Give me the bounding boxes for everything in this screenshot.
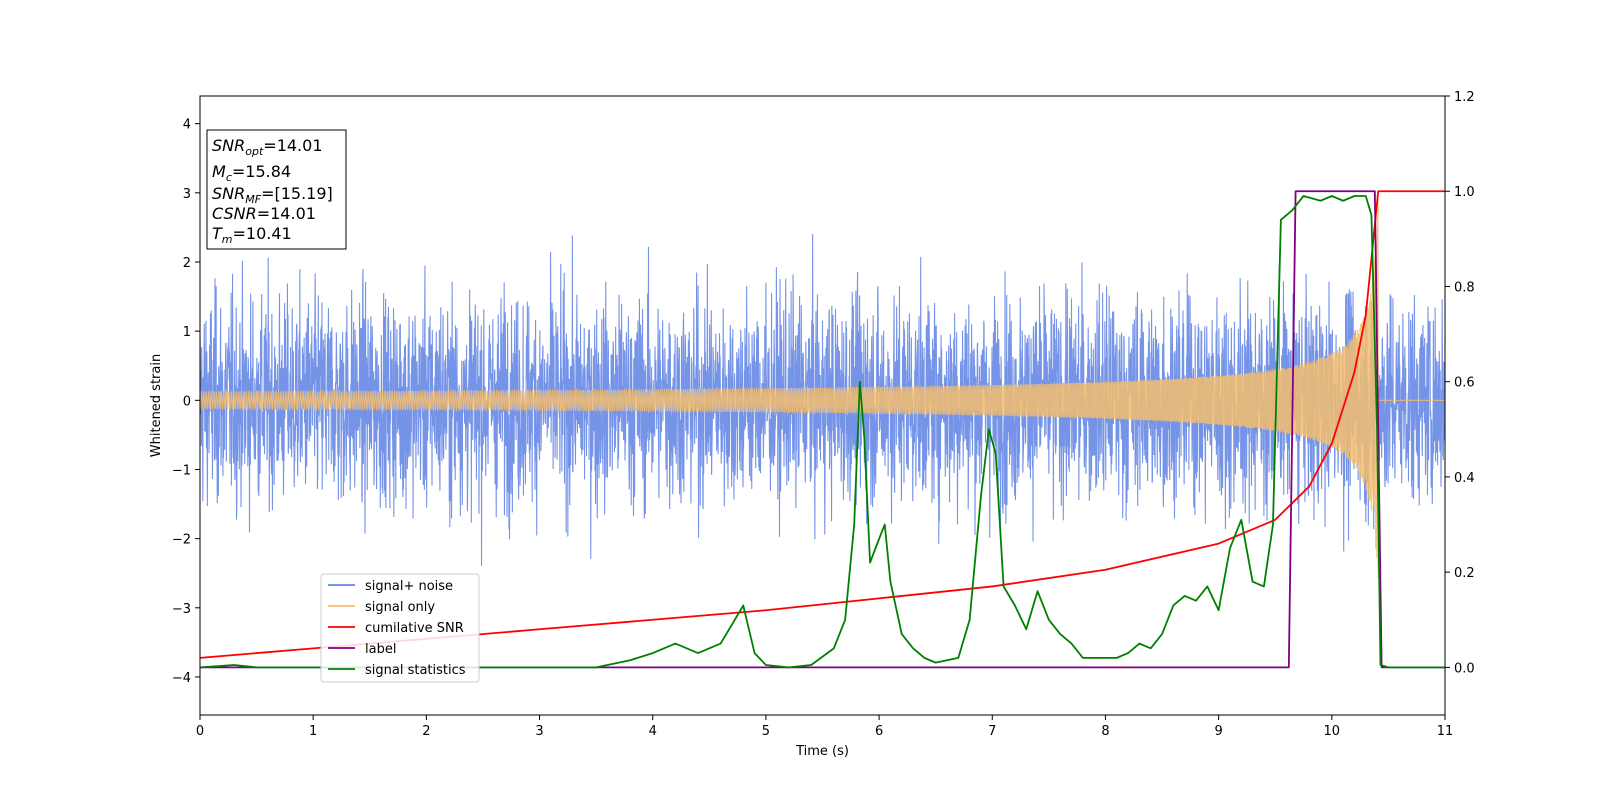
- y-right-tick-label: 0.8: [1454, 280, 1475, 295]
- x-axis-label: Time (s): [795, 744, 849, 759]
- signal-only-series: [200, 198, 1445, 579]
- legend-label: signal only: [365, 600, 435, 615]
- legend-frame: [320, 573, 480, 683]
- y-left-tick-label: 0: [183, 394, 191, 409]
- x-tick-label: 3: [535, 724, 543, 739]
- y-left-tick-label: −4: [172, 671, 191, 686]
- series-line-2: [200, 190, 1445, 659]
- x-tick-label: 4: [649, 724, 657, 739]
- annotation-subscript: opt: [245, 145, 264, 158]
- annotation-box: SNRopt=14.01Mc=15.84SNRMF=[15.19]CSNR=14…: [206, 129, 347, 250]
- annotation-frame: [206, 129, 347, 250]
- annotation-value: =14.01: [263, 136, 322, 155]
- annotation-line: SNRMF=[15.19]: [212, 184, 333, 206]
- x-tick-label: 5: [762, 724, 770, 739]
- y-axis-label: Whitened strain: [149, 354, 164, 457]
- x-tick-label: 1: [309, 724, 317, 739]
- legend-label: cumilative SNR: [365, 621, 464, 636]
- y-right-tick-label: 1.2: [1454, 90, 1475, 105]
- x-tick-label: 9: [1214, 724, 1222, 739]
- annotation-symbol: SNR: [212, 184, 245, 203]
- x-tick-label: 10: [1324, 724, 1341, 739]
- legend-label: label: [365, 642, 396, 657]
- y-left-tick-label: −3: [172, 602, 191, 617]
- annotation-symbol: M: [212, 162, 226, 181]
- y-right-tick-label: 0.2: [1454, 566, 1475, 581]
- annotation-line: CSNR=14.01: [212, 204, 316, 223]
- x-tick-label: 11: [1437, 724, 1454, 739]
- annotation-symbol: CSNR: [212, 204, 257, 223]
- series-line-4: [200, 195, 1445, 669]
- y-left-tick-label: −1: [172, 463, 191, 478]
- line-series: [200, 190, 1445, 669]
- legend-label: signal statistics: [365, 663, 466, 678]
- annotation-line: SNRopt=14.01: [212, 136, 323, 158]
- annotation-value: =14.01: [257, 204, 316, 223]
- y-right-tick-label: 0.6: [1454, 376, 1475, 391]
- x-tick-label: 7: [988, 724, 996, 739]
- y-right-tick-label: 0.0: [1454, 661, 1475, 676]
- annotation-subscript: MF: [245, 193, 261, 206]
- y-right-tick-label: 1.0: [1454, 185, 1475, 200]
- y-left-tick-label: 1: [183, 325, 191, 340]
- annotation-subscript: m: [222, 233, 233, 246]
- plot-frame: [199, 95, 1446, 716]
- annotation-symbol: SNR: [212, 136, 245, 155]
- x-axis: 0 1 2 3 4 5 6 7 8 9 10 11: [196, 715, 1453, 739]
- signal-only-line: [200, 198, 1445, 579]
- annotation-symbol: T: [212, 224, 223, 243]
- y-axis-right: 0.0 0.2 0.4 0.6 0.8 1.0 1.2: [1445, 90, 1475, 676]
- annotation-value: =10.41: [233, 224, 292, 243]
- y-axis-left: −4 −3 −2 −1 0 1 2 3 4: [172, 118, 200, 686]
- plot-area: [200, 190, 1445, 669]
- annotation-subscript: c: [226, 171, 232, 184]
- y-right-tick-label: 0.4: [1454, 471, 1475, 486]
- annotation-line: Mc=15.84: [212, 162, 291, 184]
- x-tick-label: 0: [196, 724, 204, 739]
- x-tick-label: 8: [1101, 724, 1109, 739]
- x-tick-label: 6: [875, 724, 883, 739]
- y-left-tick-label: 4: [183, 118, 191, 133]
- x-tick-label: 2: [422, 724, 430, 739]
- y-left-tick-label: 3: [183, 187, 191, 202]
- annotation-line: Tm=10.41: [212, 224, 292, 246]
- legend: signal+ noise signal only cumilative SNR la…: [320, 573, 480, 683]
- legend-label: signal+ noise: [365, 579, 453, 594]
- annotation-value: =15.84: [232, 162, 291, 181]
- annotation-value: =[15.19]: [261, 184, 333, 203]
- y-left-tick-label: 2: [183, 256, 191, 271]
- y-left-tick-label: −2: [172, 533, 191, 548]
